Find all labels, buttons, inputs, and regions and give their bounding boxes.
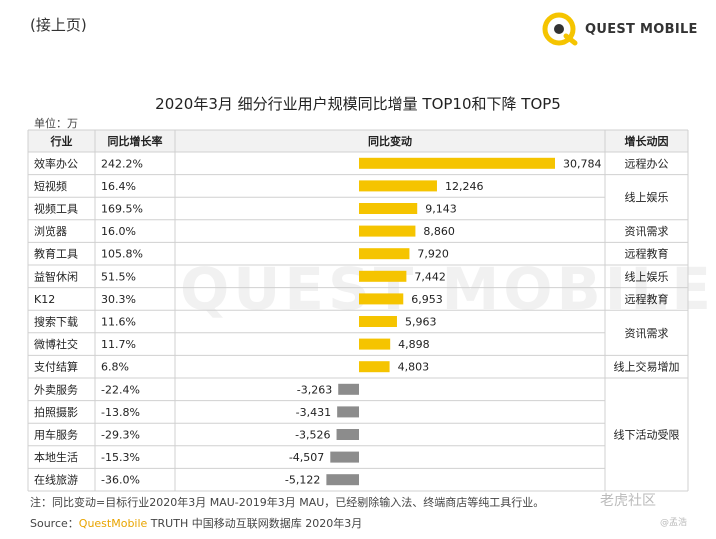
value-label: -3,431	[296, 406, 331, 419]
chart-title: 2020年3月 细分行业用户规模同比增量 TOP10和下降 TOP5	[155, 95, 561, 113]
driver-label: 线上娱乐	[625, 269, 669, 283]
growth-rate-label: 105.8%	[101, 248, 143, 261]
bar-positive	[359, 316, 397, 327]
value-label: -4,507	[289, 451, 324, 464]
value-label: -3,526	[295, 429, 330, 442]
bar-positive	[359, 203, 418, 214]
growth-rate-label: -13.8%	[101, 406, 140, 419]
industry-label: 教育工具	[34, 247, 78, 261]
industry-label: 益智休闲	[34, 269, 78, 283]
value-label: 8,860	[423, 225, 455, 238]
bar-positive	[359, 157, 555, 169]
value-label: 7,920	[417, 248, 449, 261]
value-label: 6,953	[411, 293, 443, 306]
value-label: 7,442	[414, 270, 446, 283]
growth-rate-label: -22.4%	[101, 383, 140, 396]
driver-label: 资讯需求	[625, 225, 669, 238]
bar-negative	[330, 451, 359, 463]
growth-rate-label: 16.0%	[101, 225, 136, 238]
growth-rate-label: 169.5%	[101, 203, 143, 216]
header-change: 同比变动	[368, 134, 412, 148]
industry-label: 浏览器	[34, 224, 67, 238]
industry-label: K12	[34, 293, 55, 306]
bar-positive	[359, 293, 404, 305]
header-industry: 行业	[50, 134, 73, 148]
industry-label: 用车服务	[34, 428, 78, 442]
industry-label: 本地生活	[34, 450, 78, 464]
value-label: 4,898	[398, 338, 430, 351]
bar-positive	[359, 338, 391, 350]
value-label: 12,246	[445, 180, 484, 193]
quest-mobile-logo-icon	[542, 12, 578, 46]
bar-positive	[359, 361, 390, 373]
bar-positive	[359, 270, 407, 282]
unit-label: 单位：万	[34, 117, 78, 130]
bar-negative	[336, 429, 359, 440]
industry-label: 短视频	[34, 179, 67, 193]
bar-negative	[326, 474, 359, 486]
footnote: 注：同比变动=目标行业2020年3月 MAU-2019年3月 MAU，已经剔除输…	[30, 496, 545, 509]
growth-rate-label: 30.3%	[101, 293, 136, 306]
driver-label: 线上交易增加	[614, 360, 680, 374]
source-brand: QuestMobile	[78, 517, 148, 530]
community-watermark: 老虎社区	[600, 493, 656, 509]
industry-label: 视频工具	[34, 202, 78, 216]
bar-positive	[359, 180, 437, 192]
source-rest: TRUTH 中国移动互联网数据库 2020年3月	[147, 517, 363, 530]
driver-label: 线上娱乐	[625, 190, 669, 204]
driver-label: 资讯需求	[625, 327, 669, 340]
industry-label: 搜索下载	[34, 315, 78, 329]
industry-label: 拍照摄影	[34, 405, 78, 419]
growth-rate-label: 51.5%	[101, 270, 136, 283]
value-label: 5,963	[405, 316, 437, 329]
header-driver: 增长动因	[625, 134, 669, 148]
value-label: -5,122	[285, 474, 320, 487]
driver-label: 线下活动受限	[614, 428, 680, 442]
header-growth-rate: 同比增长率	[108, 134, 163, 148]
growth-rate-label: 6.8%	[101, 361, 129, 374]
industry-label: 外卖服务	[34, 383, 78, 396]
bar-positive	[359, 248, 410, 260]
industry-label: 效率办公	[34, 156, 78, 170]
bar-negative	[337, 406, 359, 418]
value-label: -3,263	[297, 383, 332, 396]
industry-label: 支付结算	[34, 360, 78, 374]
source-line: Source：QuestMobile TRUTH 中国移动互联网数据库 2020…	[30, 515, 362, 531]
growth-rate-label: 11.6%	[101, 316, 136, 329]
table-header-bg	[28, 130, 688, 152]
value-label: 30,784	[563, 157, 602, 170]
user-watermark: @孟浩	[660, 518, 688, 528]
driver-label: 远程教育	[625, 292, 669, 306]
industry-label: 在线旅游	[34, 473, 78, 487]
logo-text: QUEST MOBILE	[585, 22, 698, 37]
value-label: 9,143	[425, 203, 457, 216]
driver-label: 远程办公	[625, 157, 669, 170]
industry-label: 微博社交	[34, 337, 78, 351]
value-label: 4,803	[398, 361, 430, 374]
growth-rate-label: -36.0%	[101, 474, 140, 487]
bar-negative	[338, 383, 359, 395]
source-prefix: Source：	[30, 517, 79, 530]
watermark: QUEST MOBILE	[180, 255, 715, 323]
growth-rate-label: 11.7%	[101, 338, 136, 351]
continued-label: (接上页)	[30, 16, 87, 34]
growth-rate-label: 16.4%	[101, 180, 136, 193]
growth-rate-label: -15.3%	[101, 451, 140, 464]
bar-positive	[359, 225, 416, 237]
growth-rate-label: 242.2%	[101, 157, 143, 170]
growth-rate-label: -29.3%	[101, 429, 140, 442]
driver-label: 远程教育	[625, 247, 669, 261]
